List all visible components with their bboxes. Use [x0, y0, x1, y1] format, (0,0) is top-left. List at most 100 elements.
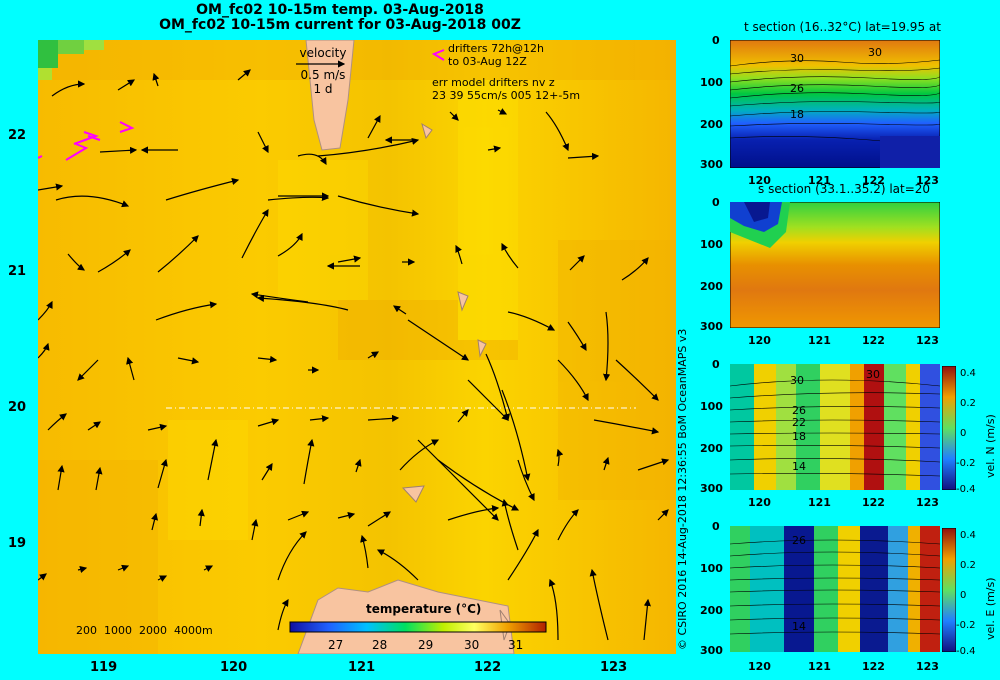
- land-luzon: [297, 579, 515, 654]
- vn-xtick: 121: [808, 496, 831, 509]
- s-xtick: 120: [748, 334, 771, 347]
- ve-cbar-tick: 0.2: [960, 560, 976, 571]
- ve-xtick: 121: [808, 660, 831, 673]
- map-title-line2: OM_fc02 10-15m current for 03-Aug-2018 0…: [159, 17, 521, 33]
- t-xtick: 121: [808, 174, 831, 187]
- lon-tick-120: 120: [220, 660, 248, 675]
- ve-xtick: 120: [748, 660, 771, 673]
- vn-colorbar: [942, 366, 956, 490]
- temperature-colorbar: [289, 621, 547, 633]
- sea-temperature-field: [38, 40, 676, 654]
- ve-section-panel: [730, 526, 940, 652]
- ve-cbar-tick: -0.4: [956, 646, 976, 657]
- s-xtick: 122: [862, 334, 885, 347]
- drifters-line1: drifters 72h@12h: [448, 42, 545, 55]
- credit-text: © CSIRO 2016 14-Aug-2018 12:36:55 BoM Oc…: [676, 328, 689, 650]
- map-canvas: [38, 40, 676, 654]
- t-contour-label: 26: [790, 82, 804, 95]
- t-xtick: 123: [916, 174, 939, 187]
- ve-contour-label: 14: [792, 620, 806, 633]
- t-ytick: 300: [700, 158, 723, 171]
- vn-cbar-tick: 0: [960, 428, 967, 439]
- ve-xtick: 122: [862, 660, 885, 673]
- t-ytick: 100: [700, 76, 723, 89]
- s-ytick: 0: [712, 196, 720, 209]
- t-xtick: 120: [748, 174, 771, 187]
- cbar-tick-27: 27: [328, 638, 344, 652]
- vn-ytick: 300: [700, 482, 723, 495]
- velocity-period: 1 d: [313, 82, 333, 96]
- vn-xtick: 123: [916, 496, 939, 509]
- vn-contour-label: 30: [790, 374, 804, 387]
- drifters-text: drifters 72h@12h to 03-Aug 12Z: [448, 42, 544, 68]
- lon-tick-122: 122: [474, 660, 502, 675]
- vn-section-panel: [730, 364, 940, 490]
- cold-patch: [38, 40, 58, 68]
- ve-cbar-label: vel. E (m/s): [984, 577, 997, 640]
- cbar-tick-31: 31: [508, 638, 524, 652]
- ve-cbar-tick: 0: [960, 590, 967, 601]
- t-xtick: 122: [862, 174, 885, 187]
- drifter-tracks: [38, 49, 445, 161]
- t-section-panel: [730, 40, 940, 168]
- map-title-line1: OM_fc02 10-15m temp. 03-Aug-2018: [196, 2, 484, 18]
- t-ytick: 200: [700, 118, 723, 131]
- lon-tick-119: 119: [90, 660, 118, 675]
- vn-contour-label: 30: [866, 368, 880, 381]
- vn-ytick: 100: [700, 400, 723, 413]
- cbar-tick-28: 28: [372, 638, 388, 652]
- island: [401, 485, 425, 503]
- vn-ytick: 0: [712, 358, 720, 371]
- s-ytick: 100: [700, 238, 723, 251]
- ve-contour-label: 26: [792, 534, 806, 547]
- s-ytick: 300: [700, 320, 723, 333]
- vn-contour-label: 18: [792, 430, 806, 443]
- vn-xtick: 120: [748, 496, 771, 509]
- ve-ytick: 200: [700, 604, 723, 617]
- colorbar-title: temperature (°C): [366, 602, 482, 616]
- velocity-scale: 0.5 m/s: [300, 68, 346, 82]
- vn-xtick: 122: [862, 496, 885, 509]
- s-section-title: s section (33.1..35.2) lat=20: [758, 182, 931, 196]
- vn-cbar-tick: -0.4: [956, 484, 976, 495]
- ve-ytick: 100: [700, 562, 723, 575]
- t-ytick: 0: [712, 34, 720, 47]
- lat-tick-20: 20: [8, 400, 27, 415]
- ve-cbar-tick: -0.2: [956, 620, 976, 631]
- vn-cbar-tick: 0.4: [960, 368, 976, 379]
- ve-xtick: 123: [916, 660, 939, 673]
- vn-contour-label: 22: [792, 416, 806, 429]
- lat-tick-21: 21: [8, 264, 27, 279]
- velocity-title: velocity: [299, 46, 347, 60]
- drifter-chevron-icon: [119, 121, 135, 133]
- current-vectors: [38, 69, 670, 641]
- temperature-current-map: [38, 40, 676, 654]
- ve-cbar-tick: 0.4: [960, 530, 976, 541]
- s-section-panel: [730, 202, 940, 328]
- lat-tick-19: 19: [8, 536, 27, 551]
- drifters-line2: to 03-Aug 12Z: [448, 55, 527, 68]
- cbar-tick-30: 30: [464, 638, 480, 652]
- vn-contour-label: 14: [792, 460, 806, 473]
- s-ytick: 200: [700, 280, 723, 293]
- depth-legend: 200 1000 2000 4000m: [76, 624, 213, 637]
- vn-contour-label: 26: [792, 404, 806, 417]
- s-xtick: 123: [916, 334, 939, 347]
- vn-cbar-tick: -0.2: [956, 458, 976, 469]
- velocity-legend-text: velocity 0.5 m/s 1 d: [296, 46, 350, 96]
- t-contour-label: 30: [868, 46, 882, 59]
- ve-ytick: 0: [712, 520, 720, 533]
- temperature-texture: [38, 40, 676, 654]
- t-contour-label: 18: [790, 108, 804, 121]
- lat-tick-22: 22: [8, 128, 27, 143]
- t-contour-label: 30: [790, 52, 804, 65]
- lon-tick-123: 123: [600, 660, 628, 675]
- lon-tick-121: 121: [348, 660, 376, 675]
- vn-cbar-label: vel. N (m/s): [984, 414, 997, 478]
- vn-cbar-tick: 0.2: [960, 398, 976, 409]
- cbar-tick-29: 29: [418, 638, 434, 652]
- ve-ytick: 300: [700, 644, 723, 657]
- s-xtick: 121: [808, 334, 831, 347]
- ve-colorbar: [942, 528, 956, 652]
- t-section-title: t section (16..32°C) lat=19.95 at: [744, 20, 941, 34]
